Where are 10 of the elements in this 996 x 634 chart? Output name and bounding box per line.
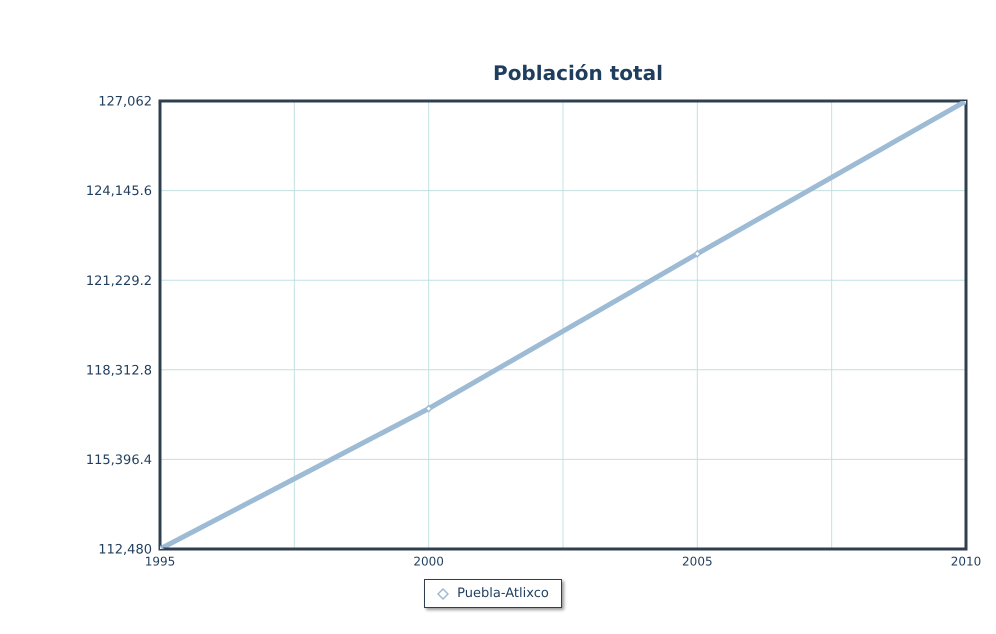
- x-tick-label: 2005: [682, 554, 713, 569]
- y-tick-label: 124,145.6: [86, 184, 152, 200]
- y-tick-label: 127,062: [98, 94, 152, 110]
- y-tick-label: 115,396.4: [86, 453, 152, 468]
- y-tick-label: 118,312.8: [86, 363, 152, 378]
- chart-title: Población total: [493, 61, 663, 85]
- y-tick-label: 121,229.2: [86, 274, 152, 289]
- legend-label: Puebla-Atlixco: [456, 586, 549, 601]
- x-tick-label: 2000: [413, 554, 444, 569]
- x-tick-label: 2010: [950, 554, 982, 569]
